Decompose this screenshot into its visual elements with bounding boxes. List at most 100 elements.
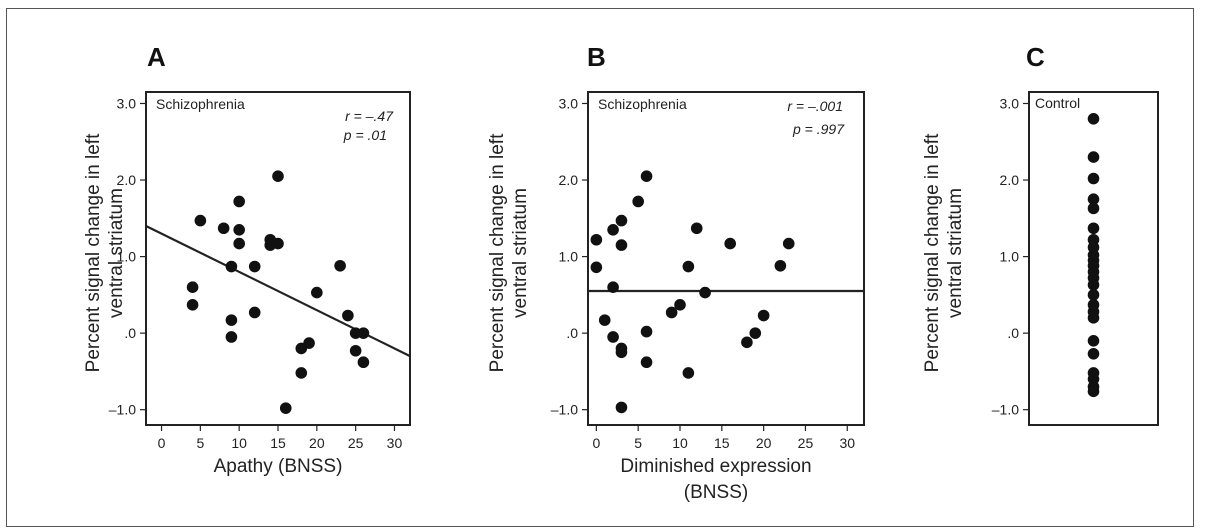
panel-c-ytick-label: –1.0 [992,402,1019,418]
panel-a-r-stat: r = –.47 [345,108,394,124]
panel-a-data-point [295,367,308,379]
panel-a-xtick-label: 0 [158,435,166,451]
panel-b-x-axis: 0 5 10 15 20 25 30 [592,425,855,451]
panel-a-ylabel-line-1: Percent signal change in left [83,133,104,372]
panel-a-y-axis: –1.0 .0 1.0 2.0 3.0 [109,95,146,418]
panel-a-xlabel: Apathy (BNSS) [214,456,343,477]
panel-b-ytick-label: 2.0 [559,172,579,188]
panel-b-data-point [640,356,653,369]
panel-a-data-point [186,299,199,311]
panel-b-data-point [615,401,628,414]
panel-c-ytick-label: .0 [1007,325,1019,341]
panel-a-xtick-label: 15 [270,435,286,451]
panel-b-xtick-label: 15 [714,435,730,451]
panel-b-xlabel-line-1: Diminished expression [620,456,811,477]
panel-b-xtick-label: 30 [839,435,855,451]
panel-a-x-axis: 0 5 10 15 20 25 30 [158,425,403,451]
panel-c-group-label: Control [1035,95,1080,111]
panel-a-xtick-label: 25 [348,435,364,451]
panel-a-data-point [248,260,261,273]
panel-b-group-label: Schizophrenia [598,96,687,112]
panel-b-data-point [640,170,653,183]
panel-c-ylabel-line-1: Percent signal change in left [922,133,943,372]
panel-a-data-point [279,402,292,414]
panel-b-data-point [741,336,753,349]
panel-a-data-point [248,306,261,319]
panel-a-group-label: Schizophrenia [156,96,245,112]
panel-a-data-point [233,237,245,250]
panel-c: C Percent signal change in left ventral … [922,42,1159,426]
panel-b-r-stat: r = –.001 [787,98,843,114]
panel-b-data-point [607,281,619,294]
panel-c-data-point [1087,202,1100,215]
panel-a-data-point [225,260,238,273]
panel-b-xtick-label: 20 [756,435,772,451]
panel-c-data-point [1087,222,1100,235]
panel-b-xtick-label: 25 [798,435,814,451]
panel-b-data-point [598,314,611,326]
panel-a-xtick-label: 10 [231,435,247,451]
panel-c-data-point [1087,193,1100,205]
panel-c-data-point [1087,151,1100,163]
panel-c-ytick-label: 1.0 [1000,249,1020,265]
panel-b-data-point [665,306,678,319]
panel-b-data-point [757,309,770,322]
panel-b-xtick-label: 0 [592,435,600,451]
panel-b-points [590,170,795,414]
panel-a-data-point [194,214,207,227]
panel-c-points [1087,112,1100,398]
panel-b-data-point [699,286,711,299]
panel-b-data-point [640,325,653,338]
panel-b-data-point [607,331,619,343]
panel-b-data-point [724,237,736,250]
panel-c-data-point [1087,279,1100,291]
panel-c-data-point [1087,348,1100,360]
panel-b-data-point [632,195,644,208]
panel-a-letter: A [147,42,166,72]
panel-b-data-point [690,222,703,235]
panel-a-data-point [342,309,354,322]
panel-c-data-point [1087,289,1100,301]
panel-c-ytick-label: 3.0 [1000,95,1020,111]
panel-b-data-point [590,261,603,274]
panel-a-data-point [186,281,199,294]
panel-c-data-point [1087,312,1100,324]
figure-frame [6,8,1194,527]
panel-c-data-point [1087,112,1100,125]
panel-c-y-axis: –1.0 .0 1.0 2.0 3.0 [992,95,1029,418]
panel-a-ytick-label: .0 [124,325,136,341]
panel-a-data-point [349,344,362,357]
panel-b: B Percent signal change in left ventral … [487,42,865,503]
panel-a-data-point [233,223,245,236]
panel-b-p-stat: p = .997 [792,121,845,137]
panel-b-ytick-label: 1.0 [559,249,579,265]
panel-a-points [186,170,370,414]
panel-b-data-point [615,346,628,359]
panel-b-data-point [682,367,695,379]
panel-c-data-point [1087,334,1100,347]
panel-a-xtick-label: 5 [196,435,204,451]
panel-b-data-point [782,237,795,250]
panel-c-plot-area [1028,91,1159,426]
panel-b-xlabel-line-2: (BNSS) [684,482,748,503]
panel-b-ytick-label: 3.0 [559,95,579,111]
panel-a-data-point [272,170,284,183]
panel-b-data-point [590,233,603,246]
panel-b-xtick-label: 10 [672,435,688,451]
panel-b-ylabel-line-2: ventral striatum [510,188,531,318]
panel-a-data-point [303,337,315,349]
panel-a-ytick-label: 1.0 [117,249,137,265]
panel-a-xtick-label: 30 [387,435,403,451]
panel-a-data-point [311,286,323,299]
panel-b-data-point [682,260,695,273]
panel-b-data-point [749,327,762,339]
panel-b-data-point [774,259,787,272]
panel-a: A Percent signal change in left ventral … [83,42,411,477]
panel-a-data-point [217,222,230,235]
panel-a-p-stat: p = .01 [343,127,387,143]
panel-b-ylabel-line-1: Percent signal change in left [487,133,508,372]
panel-a-data-point [357,356,370,369]
panel-a-data-point [272,237,284,250]
panel-a-ytick-label: –1.0 [109,402,136,418]
